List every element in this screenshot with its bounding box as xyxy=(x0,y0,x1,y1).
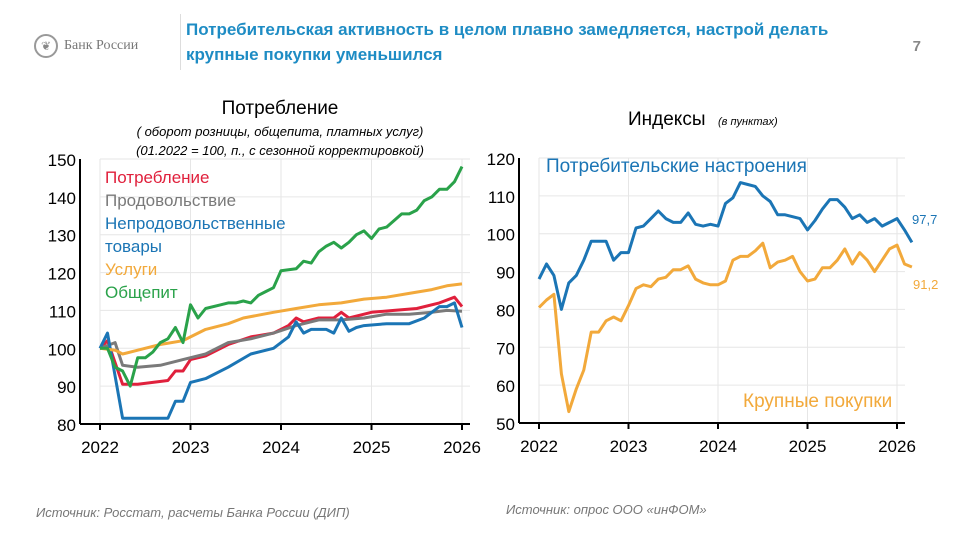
legend-series-name: Общепит xyxy=(105,283,178,302)
end-value-label: 91,2 xyxy=(913,277,938,292)
series-line-4 xyxy=(100,165,464,388)
x-tick-label: 2025 xyxy=(353,438,391,457)
x-tick-label: 2026 xyxy=(878,437,916,456)
y-tick-label: 140 xyxy=(48,189,76,208)
end-value-label: 97,7 xyxy=(912,212,937,227)
legend-series-name: Непродовольственные xyxy=(105,214,286,233)
y-tick-label: 90 xyxy=(496,264,515,283)
y-tick-label: 80 xyxy=(57,416,76,435)
series-line-1 xyxy=(99,308,463,369)
left-chart-subtitle-1: ( оборот розницы, общепита, платных услу… xyxy=(137,124,424,139)
x-tick-label: 2023 xyxy=(610,437,648,456)
x-tick-label: 2024 xyxy=(699,437,737,456)
left-chart-title: Потребление xyxy=(222,98,339,119)
series-label: Крупные покупки xyxy=(743,391,892,412)
x-tick-label: 2023 xyxy=(172,438,210,457)
y-tick-label: 110 xyxy=(488,188,515,207)
y-tick-label: 50 xyxy=(496,415,515,434)
y-tick-label: 130 xyxy=(48,227,76,246)
bank-logo: ❦ Банк России xyxy=(34,34,138,58)
series-line-0 xyxy=(98,295,464,386)
y-tick-label: 100 xyxy=(487,226,515,245)
y-tick-label: 120 xyxy=(487,150,515,169)
x-tick-label: 2026 xyxy=(443,438,481,457)
legend-series-name: Потребление xyxy=(105,168,210,187)
y-tick-label: 80 xyxy=(496,301,515,320)
left-source: Источник: Росстат, расчеты Банка России … xyxy=(36,505,350,520)
slide-title: Потребительская активность в целом плавн… xyxy=(186,20,829,64)
series-label: Потребительские настроения xyxy=(546,156,807,177)
legend-series-name: Продовольствие xyxy=(105,191,236,210)
series-line-3 xyxy=(99,282,463,356)
right-chart-title-note: (в пунктах) xyxy=(718,116,778,128)
series-line-0 xyxy=(537,181,914,311)
x-tick-label: 2022 xyxy=(520,437,558,456)
y-tick-label: 110 xyxy=(49,302,76,321)
y-tick-label: 100 xyxy=(48,340,76,359)
y-tick-label: 60 xyxy=(496,377,515,396)
page-number: 7 xyxy=(912,38,921,55)
legend-series-name-cont: товары xyxy=(105,237,162,256)
y-tick-label: 150 xyxy=(48,151,76,170)
series-line-2 xyxy=(98,301,464,420)
series-line-1 xyxy=(537,241,913,414)
x-tick-label: 2025 xyxy=(789,437,827,456)
right-chart-title: Индексы xyxy=(628,109,705,130)
left-chart-subtitle-2: (01.2022 = 100, п., с сезонной корректир… xyxy=(136,143,424,158)
right-source: Источник: опрос ООО «инФОМ» xyxy=(506,502,707,517)
logo-text: Банк России xyxy=(64,38,139,53)
y-tick-label: 120 xyxy=(48,265,76,284)
eagle-emblem-icon: ❦ xyxy=(34,34,58,58)
x-tick-label: 2022 xyxy=(81,438,119,457)
legend-series-name: Услуги xyxy=(105,260,157,279)
header-divider xyxy=(180,14,181,70)
x-tick-label: 2024 xyxy=(262,438,300,457)
y-tick-label: 70 xyxy=(496,339,515,358)
y-tick-label: 90 xyxy=(57,378,76,397)
